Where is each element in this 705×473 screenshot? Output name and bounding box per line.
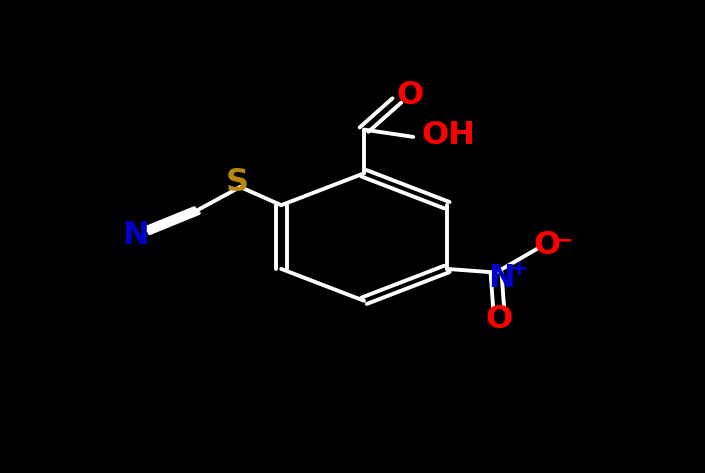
- Text: O: O: [485, 305, 513, 335]
- Text: N: N: [488, 263, 515, 294]
- Text: O: O: [533, 230, 560, 261]
- Text: −: −: [555, 231, 574, 251]
- Text: S: S: [226, 167, 249, 198]
- Text: +: +: [510, 259, 528, 279]
- Text: N: N: [122, 219, 149, 251]
- Text: OH: OH: [422, 120, 476, 150]
- Text: O: O: [397, 79, 424, 111]
